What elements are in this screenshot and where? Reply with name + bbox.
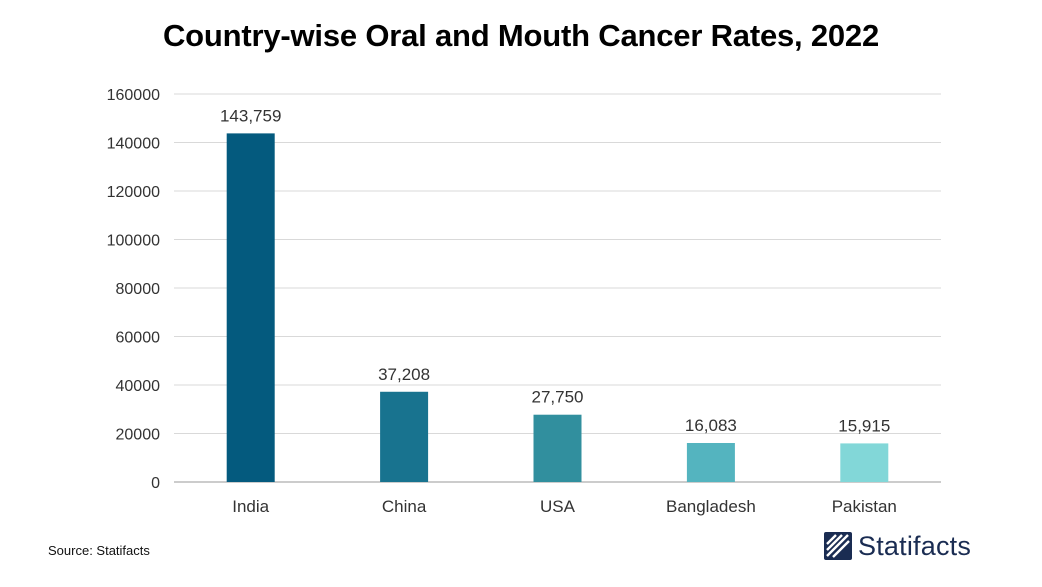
x-axis-ticks: India China USA Bangladesh Pakistan [232, 497, 897, 516]
bar-india [226, 133, 275, 482]
x-tick-label: China [382, 497, 427, 516]
bar-bangladesh [686, 442, 735, 482]
brand-name: Statifacts [858, 530, 972, 561]
source-note: Source: Statifacts [48, 543, 150, 558]
y-tick-label: 120000 [107, 184, 160, 201]
y-tick-label: 80000 [116, 281, 161, 298]
value-label: 37,208 [378, 365, 430, 384]
bar-china [380, 391, 429, 482]
value-label: 16,083 [685, 416, 737, 435]
value-label: 27,750 [532, 388, 584, 407]
x-tick-label: USA [540, 497, 576, 516]
y-tick-label: 160000 [107, 87, 160, 104]
x-tick-label: India [232, 497, 269, 516]
statifacts-logo-icon [824, 532, 852, 560]
bar-usa [533, 414, 582, 482]
y-tick-label: 100000 [107, 233, 160, 250]
chart-title: Country-wise Oral and Mouth Cancer Rates… [162, 18, 880, 53]
value-labels: 143,759 37,208 27,750 16,083 15,915 [220, 106, 890, 435]
value-label: 143,759 [220, 106, 281, 125]
value-label: 15,915 [838, 416, 890, 435]
brand-logo: Statifacts [824, 528, 971, 564]
y-tick-label: 40000 [116, 378, 161, 395]
y-tick-label: 20000 [116, 427, 161, 444]
y-tick-label: 0 [151, 475, 160, 492]
y-tick-label: 140000 [107, 136, 160, 153]
y-axis-ticks: 0 20000 40000 60000 80000 100000 120000 140000 1… [107, 87, 160, 492]
bar-pakistan [840, 443, 889, 482]
x-tick-label: Bangladesh [666, 497, 756, 516]
y-tick-label: 60000 [116, 330, 161, 347]
x-tick-label: Pakistan [832, 497, 897, 516]
bars [226, 133, 889, 482]
